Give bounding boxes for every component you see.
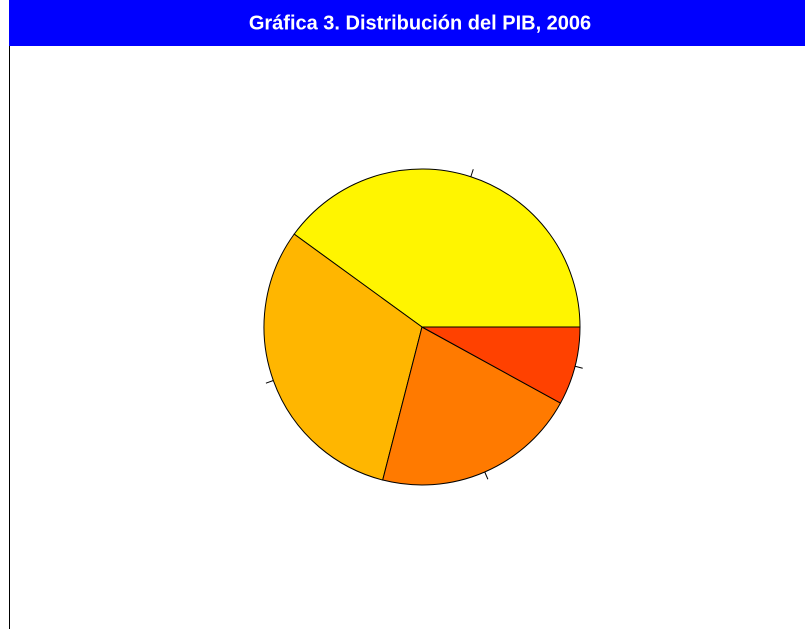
pie-slice [421,326,581,404]
slice-tick [574,365,583,369]
slice-tick [470,169,474,177]
pie-slice [382,326,562,486]
slice-tick [265,380,274,384]
pie [263,168,583,486]
title-bar [9,0,805,46]
slice-tick [484,471,489,480]
chart-title: Gráfica 3. Distribución del PIB, 2006 [249,12,591,34]
